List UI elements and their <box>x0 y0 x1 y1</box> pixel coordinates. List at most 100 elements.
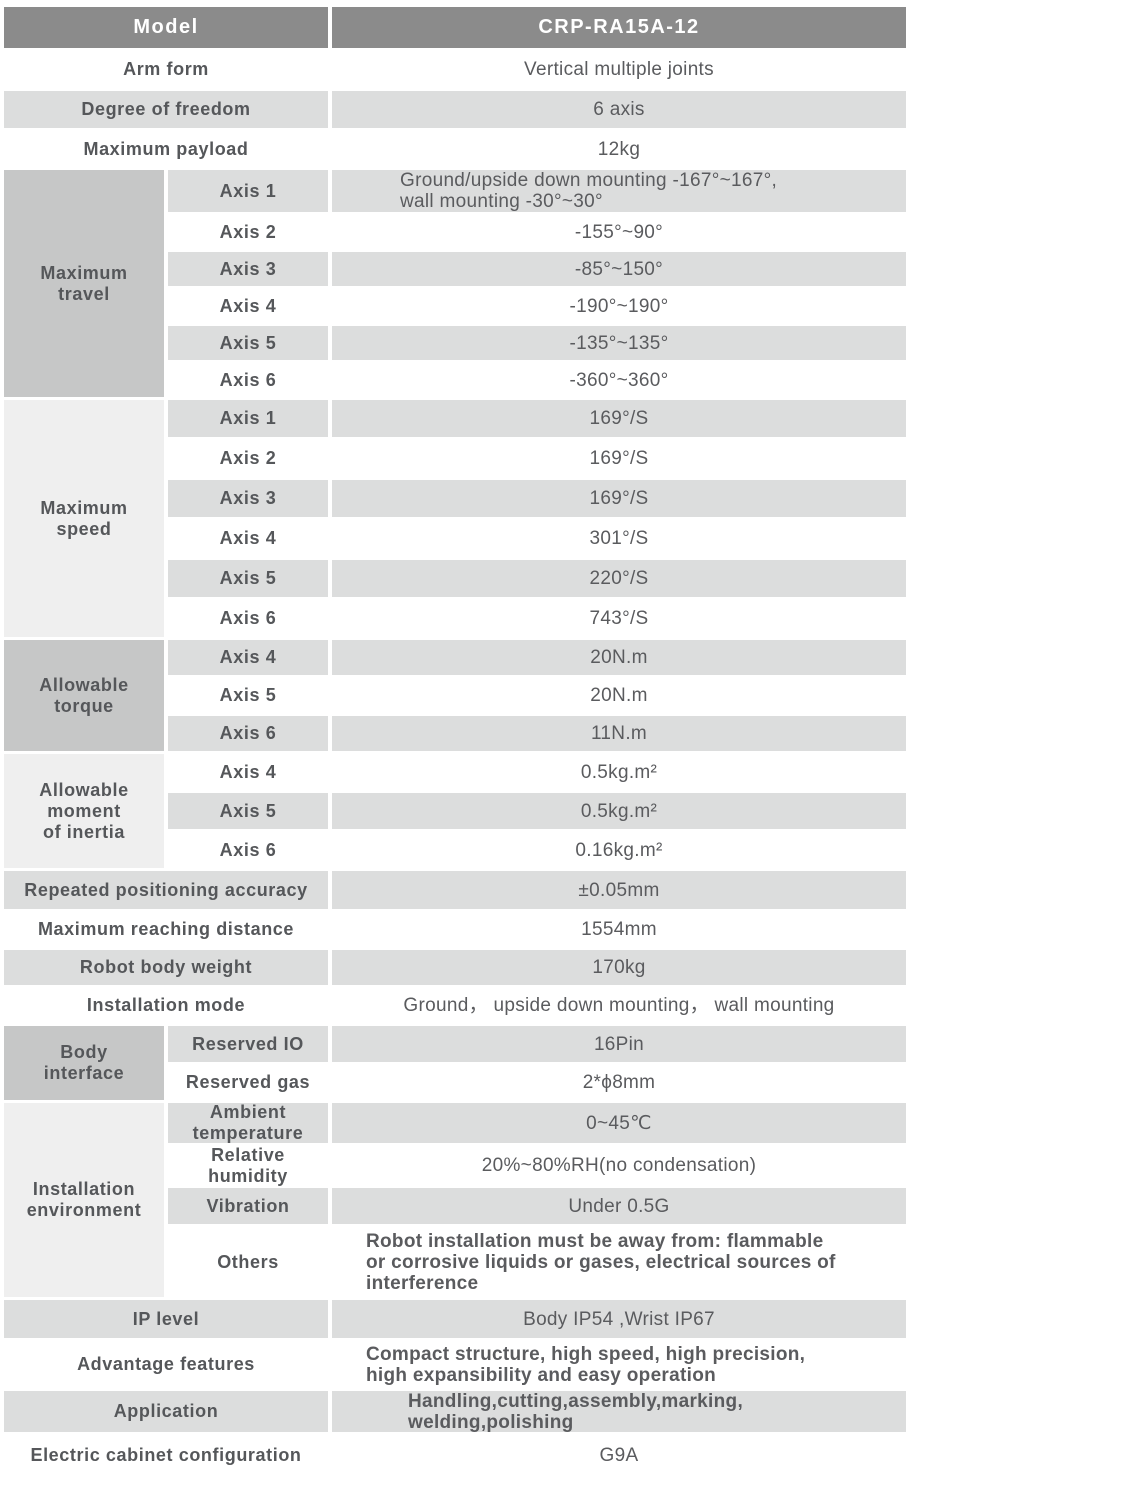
header-model-value: CRP-RA15A-12 <box>332 7 906 48</box>
row-travel-axis6: Axis 6 -360°~360° <box>168 363 906 397</box>
relative-humidity-value: 20%~80%RH(no condensation) <box>481 1155 757 1176</box>
inertia-axis4-label: Axis 4 <box>219 761 277 782</box>
reaching-distance-value: 1554mm <box>581 919 657 940</box>
section-body-interface: Body interface Reserved IO 16Pin Reserve… <box>4 1026 906 1100</box>
installation-mode-label: Installation mode <box>86 995 246 1015</box>
travel-axis1-label: Axis 1 <box>168 170 328 212</box>
row-reserved-gas: Reserved gas 2*ϕ8mm <box>168 1065 906 1100</box>
speed-axis2-label: Axis 2 <box>219 448 277 468</box>
inertia-axis5-label: Axis 5 <box>168 793 328 829</box>
advantage-features-value: Compact structure, high speed, high prec… <box>366 1343 806 1386</box>
degree-of-freedom-value: 6 axis <box>332 91 906 128</box>
travel-axis2-label: Axis 2 <box>219 221 277 242</box>
reserved-gas-value: 2*ϕ8mm <box>582 1072 656 1093</box>
speed-axis6-value: 743°/S <box>589 608 649 629</box>
ip-level-label: IP level <box>4 1300 328 1338</box>
positioning-accuracy-label: Repeated positioning accuracy <box>4 871 328 909</box>
speed-axis5-value: 220°/S <box>332 560 906 597</box>
torque-axis6-label: Axis 6 <box>168 716 328 751</box>
reaching-distance-label: Maximum reaching distance <box>37 919 295 939</box>
reserved-io-value: 16Pin <box>332 1026 906 1062</box>
inertia-axis6-value: 0.16kg.m² <box>575 839 663 861</box>
section-allowable-torque: Allowable torque Axis 4 20N.m Axis 5 20N… <box>4 640 906 751</box>
travel-axis5-value: -135°~135° <box>332 326 906 360</box>
row-travel-axis4: Axis 4 -190°~190° <box>168 289 906 323</box>
travel-axis6-label: Axis 6 <box>219 369 277 390</box>
relative-humidity-label: Relative humidity <box>208 1144 288 1186</box>
row-cabinet-configuration: Electric cabinet configuration G9A <box>4 1435 906 1475</box>
maximum-payload-label: Maximum payload <box>83 138 249 159</box>
robot-spec-table: Model CRP-RA15A-12 Arm form Vertical mul… <box>4 7 906 1475</box>
ambient-temperature-label: Ambient temperature <box>168 1102 328 1143</box>
speed-axis4-label: Axis 4 <box>219 528 277 548</box>
row-application: Application Handling,cutting,assembly,ma… <box>4 1391 906 1433</box>
section-maximum-speed: Maximum speed Axis 1 169°/S Axis 2 169°/… <box>4 400 906 637</box>
row-travel-axis2: Axis 2 -155°~90° <box>168 215 906 249</box>
speed-axis1-label: Axis 1 <box>168 400 328 437</box>
torque-axis4-value: 20N.m <box>332 640 906 675</box>
row-positioning-accuracy: Repeated positioning accuracy ±0.05mm <box>4 871 906 909</box>
speed-axis2-value: 169°/S <box>589 448 649 469</box>
row-reserved-io: Reserved IO 16Pin <box>168 1026 906 1062</box>
allowable-torque-group-label: Allowable torque <box>4 640 164 751</box>
travel-axis2-value: -155°~90° <box>574 221 664 243</box>
travel-axis6-value: -360°~360° <box>569 369 669 391</box>
installation-environment-group-label: Installation environment <box>4 1103 164 1297</box>
reserved-gas-label: Reserved gas <box>185 1072 311 1092</box>
travel-axis4-label: Axis 4 <box>219 295 277 316</box>
arm-form-value: Vertical multiple joints <box>524 59 714 80</box>
inertia-axis5-value: 0.5kg.m² <box>332 793 906 829</box>
row-inertia-axis5: Axis 5 0.5kg.m² <box>168 793 906 829</box>
row-torque-axis5: Axis 5 20N.m <box>168 678 906 713</box>
body-weight-label: Robot body weight <box>4 950 328 985</box>
header-row: Model CRP-RA15A-12 <box>4 7 906 48</box>
row-torque-axis6: Axis 6 11N.m <box>168 716 906 751</box>
inertia-axis4-value: 0.5kg.m² <box>580 761 658 783</box>
row-reaching-distance: Maximum reaching distance 1554mm <box>4 912 906 947</box>
cabinet-configuration-value: G9A <box>599 1444 639 1466</box>
reserved-io-label: Reserved IO <box>168 1026 328 1062</box>
row-torque-axis4: Axis 4 20N.m <box>168 640 906 675</box>
inertia-axis6-label: Axis 6 <box>219 839 277 860</box>
vibration-value: Under 0.5G <box>332 1188 906 1224</box>
row-ambient-temperature: Ambient temperature 0~45℃ <box>168 1102 906 1143</box>
cabinet-configuration-label: Electric cabinet configuration <box>30 1444 302 1465</box>
torque-axis6-value: 11N.m <box>332 716 906 751</box>
speed-axis3-label: Axis 3 <box>168 480 328 517</box>
row-speed-axis2: Axis 2 169°/S <box>168 440 906 477</box>
body-interface-group-label: Body interface <box>4 1026 164 1100</box>
section-installation-environment: Installation environment Ambient tempera… <box>4 1102 906 1297</box>
row-body-weight: Robot body weight 170kg <box>4 950 906 985</box>
section-allowable-inertia: Allowable moment of inertia Axis 4 0.5kg… <box>4 754 906 868</box>
travel-axis3-label: Axis 3 <box>168 252 328 286</box>
maximum-speed-group-label: Maximum speed <box>4 400 164 637</box>
others-value: Robot installation must be away from: fl… <box>366 1230 836 1294</box>
speed-axis6-label: Axis 6 <box>219 608 277 628</box>
row-inertia-axis6: Axis 6 0.16kg.m² <box>168 832 906 868</box>
row-travel-axis3: Axis 3 -85°~150° <box>168 252 906 286</box>
speed-axis1-value: 169°/S <box>332 400 906 437</box>
travel-axis5-label: Axis 5 <box>168 326 328 360</box>
speed-axis4-value: 301°/S <box>589 528 649 549</box>
application-label: Application <box>4 1391 328 1432</box>
ip-level-value: Body IP54 ,Wrist IP67 <box>332 1300 906 1338</box>
maximum-payload-value: 12kg <box>597 138 641 160</box>
travel-axis3-value: -85°~150° <box>332 252 906 286</box>
others-label: Others <box>217 1251 279 1272</box>
application-value: Handling,cutting,assembly,marking, weldi… <box>332 1391 906 1433</box>
row-speed-axis1: Axis 1 169°/S <box>168 400 906 437</box>
advantage-features-label: Advantage features <box>77 1354 255 1374</box>
row-others: Others Robot installation must be away f… <box>168 1227 906 1297</box>
body-weight-value: 170kg <box>332 950 906 985</box>
row-installation-mode: Installation mode Ground， upside down mo… <box>4 988 906 1023</box>
travel-axis1-value: Ground/upside down mounting -167°~167°, … <box>332 170 906 212</box>
row-speed-axis5: Axis 5 220°/S <box>168 560 906 597</box>
row-relative-humidity: Relative humidity 20%~80%RH(no condensat… <box>168 1144 906 1186</box>
allowable-inertia-group-label: Allowable moment of inertia <box>4 754 164 868</box>
row-travel-axis5: Axis 5 -135°~135° <box>168 326 906 360</box>
vibration-label: Vibration <box>168 1188 328 1224</box>
maximum-travel-group-label: Maximum travel <box>4 170 164 397</box>
installation-mode-value: Ground， upside down mounting， wall mount… <box>403 995 835 1016</box>
row-advantage-features: Advantage features Compact structure, hi… <box>4 1341 906 1388</box>
row-arm-form: Arm form Vertical multiple joints <box>4 51 906 88</box>
